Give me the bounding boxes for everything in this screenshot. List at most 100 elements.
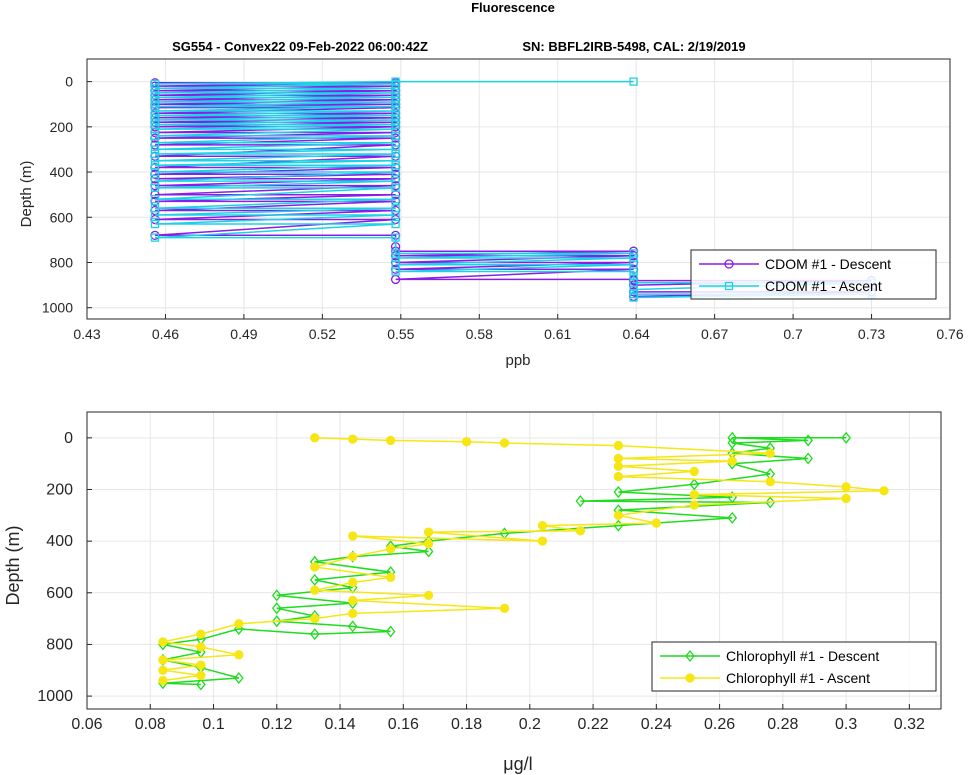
data-point bbox=[150, 156, 160, 165]
data-point bbox=[613, 440, 624, 451]
data-point bbox=[391, 84, 400, 93]
data-point bbox=[841, 493, 851, 504]
data-point bbox=[150, 167, 160, 177]
x-tick-label: 0.67 bbox=[701, 326, 728, 342]
x-tick-label: 0.24 bbox=[641, 716, 672, 733]
data-point bbox=[689, 466, 699, 477]
data-point bbox=[575, 526, 586, 536]
x-tick-label: 0.06 bbox=[71, 716, 102, 733]
data-point bbox=[196, 660, 206, 670]
data-point bbox=[423, 539, 434, 549]
data-point bbox=[724, 259, 734, 269]
legend-label: Chlorophyll #1 - Descent bbox=[726, 648, 879, 664]
data-point bbox=[150, 115, 160, 125]
y-axis-label: Depth (m) bbox=[3, 525, 23, 605]
data-point bbox=[685, 673, 695, 683]
legend: Chlorophyll #1 - Descent Chlorophyll #1 -… bbox=[651, 641, 937, 692]
data-point bbox=[629, 285, 638, 294]
data-point bbox=[196, 678, 206, 691]
data-point bbox=[391, 111, 400, 120]
data-point bbox=[234, 619, 244, 629]
x-tick-label: 0.64 bbox=[623, 326, 650, 342]
x-tick-label: 0.58 bbox=[466, 326, 493, 342]
axes-box bbox=[86, 411, 942, 710]
data-point bbox=[613, 471, 624, 482]
x-axis-label: ppb bbox=[505, 352, 530, 369]
legend-box bbox=[651, 641, 937, 692]
data-point bbox=[423, 545, 434, 558]
x-tick-label: 0.73 bbox=[858, 326, 885, 342]
x-tick-label: 0.52 bbox=[309, 326, 336, 342]
x-axis-label: μg/l bbox=[503, 754, 532, 774]
data-point bbox=[613, 461, 624, 471]
data-point bbox=[629, 77, 638, 86]
data-point bbox=[537, 536, 548, 546]
x-tick-label: 0.7 bbox=[783, 326, 803, 342]
data-point bbox=[385, 572, 396, 582]
data-point bbox=[765, 448, 775, 458]
data-point bbox=[423, 527, 434, 537]
data-point bbox=[348, 577, 358, 588]
data-point bbox=[310, 433, 320, 443]
data-point bbox=[234, 650, 244, 660]
x-tick-label: 0.43 bbox=[73, 326, 100, 342]
data-point bbox=[391, 219, 400, 229]
data-point bbox=[613, 486, 624, 499]
data-point bbox=[499, 438, 510, 448]
y-tick-label: 1000 bbox=[42, 300, 73, 316]
data-point bbox=[150, 195, 160, 204]
data-point bbox=[196, 642, 206, 652]
y-tick-label: 1000 bbox=[37, 688, 73, 705]
data-point bbox=[385, 625, 396, 638]
data-point bbox=[651, 518, 661, 528]
data-point bbox=[391, 120, 400, 129]
data-point bbox=[385, 544, 396, 554]
data-point bbox=[423, 590, 434, 601]
data-point bbox=[391, 102, 400, 111]
data-point bbox=[391, 88, 400, 98]
data-point bbox=[348, 551, 358, 562]
series-line bbox=[154, 80, 872, 299]
data-point bbox=[310, 562, 320, 572]
data-point bbox=[391, 93, 400, 102]
y-tick-label: 800 bbox=[50, 254, 74, 270]
data-point bbox=[629, 267, 638, 276]
y-tick-label: 600 bbox=[46, 585, 73, 602]
cdom-plot: 0.43 0.46 0.49 0.52 0.55 0.58 0.61 0.64 0.67 0.7 0… bbox=[18, 58, 964, 369]
data-point bbox=[271, 615, 282, 628]
x-tick-label: 0.2 bbox=[519, 716, 541, 733]
data-point bbox=[348, 531, 358, 541]
data-point bbox=[499, 603, 510, 613]
data-point bbox=[150, 97, 160, 107]
data-point bbox=[150, 79, 160, 89]
data-point bbox=[310, 585, 320, 595]
data-point bbox=[391, 97, 400, 107]
y-tick-label: 600 bbox=[50, 209, 74, 225]
data-point bbox=[391, 106, 400, 116]
data-point bbox=[391, 195, 400, 204]
data-point bbox=[150, 111, 160, 120]
legend-entry: Chlorophyll #1 - Descent bbox=[660, 648, 879, 664]
data-point bbox=[613, 510, 624, 520]
figure-subtitle-right: SN: BBFL2IRB-5498, CAL: 2/19/2019 bbox=[522, 39, 745, 54]
data-point bbox=[233, 671, 244, 685]
data-point bbox=[391, 156, 400, 165]
data-point bbox=[629, 249, 638, 258]
y-tick-label: 800 bbox=[46, 636, 73, 653]
data-point bbox=[196, 629, 206, 639]
y-tick-label: 200 bbox=[46, 481, 73, 498]
data-point bbox=[150, 219, 160, 229]
y-axis-label: Depth (m) bbox=[18, 161, 35, 228]
data-point bbox=[158, 655, 168, 665]
data-point bbox=[727, 456, 737, 466]
axes-box bbox=[86, 58, 951, 320]
data-point bbox=[391, 167, 400, 177]
data-point bbox=[689, 500, 699, 510]
data-point bbox=[391, 145, 400, 154]
data-point bbox=[727, 511, 738, 524]
data-point bbox=[461, 437, 472, 447]
data-point bbox=[391, 267, 400, 276]
data-point bbox=[309, 573, 320, 586]
